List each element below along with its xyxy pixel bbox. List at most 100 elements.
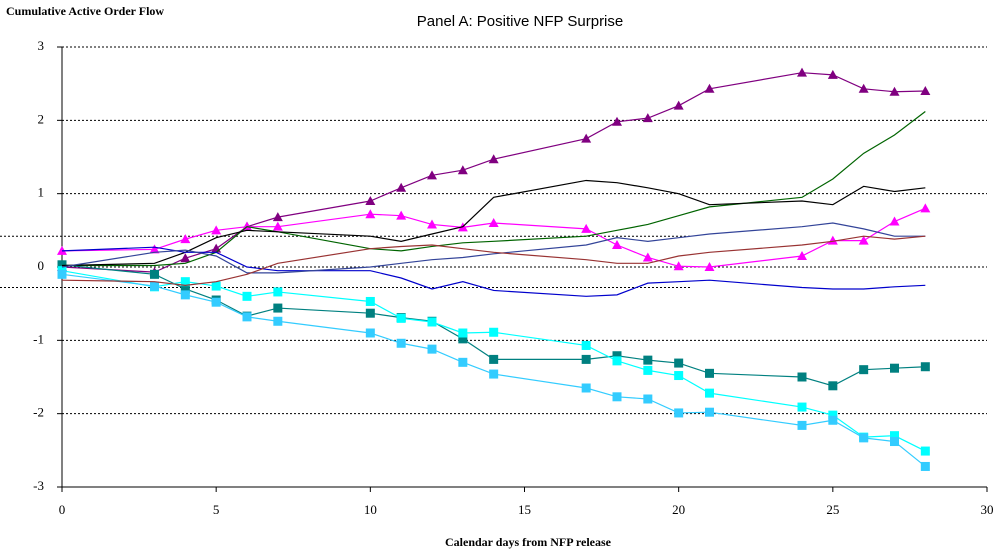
series-line — [61, 222, 926, 274]
square-marker — [273, 303, 283, 313]
triangle-marker — [457, 165, 468, 175]
square-marker — [180, 290, 190, 300]
square-marker — [180, 284, 190, 294]
y-tick-label: 3 — [38, 38, 45, 53]
triangle-marker — [612, 240, 622, 249]
square-marker — [458, 328, 468, 338]
square-marker — [458, 334, 468, 344]
triangle-marker — [858, 83, 869, 93]
square-marker — [489, 369, 499, 379]
triangle-marker — [642, 252, 653, 262]
triangle-marker — [858, 235, 869, 245]
triangle-marker — [365, 196, 376, 205]
triangle-marker — [211, 225, 222, 235]
x-tick-label: 0 — [59, 502, 66, 517]
square-marker — [828, 415, 838, 425]
series-line — [61, 207, 926, 268]
square-marker — [859, 433, 869, 443]
square-marker — [57, 260, 67, 270]
square-marker — [705, 368, 714, 378]
square-marker — [797, 420, 807, 430]
square-marker — [581, 340, 591, 350]
triangle-marker — [797, 67, 807, 77]
y-tick-label: 1 — [38, 185, 45, 200]
triangle-marker — [920, 203, 931, 213]
triangle-marker — [797, 251, 807, 260]
triangle-marker — [211, 243, 222, 253]
series-line — [61, 246, 926, 297]
square-marker — [150, 269, 159, 279]
square-marker — [674, 371, 684, 381]
triangle-marker — [427, 170, 437, 180]
chart-title: Panel A: Positive NFP Surprise — [417, 13, 623, 30]
triangle-marker — [889, 86, 900, 96]
triangle-marker — [642, 113, 653, 123]
square-marker — [365, 328, 375, 338]
x-tick-label: 30 — [981, 502, 994, 517]
square-marker — [890, 437, 899, 447]
triangle-marker — [889, 216, 900, 226]
square-marker — [489, 327, 499, 337]
square-marker — [242, 291, 252, 301]
triangle-marker — [920, 86, 931, 95]
triangle-marker — [180, 234, 191, 244]
square-marker — [396, 338, 406, 348]
square-marker — [427, 317, 437, 327]
triangle-marker — [673, 100, 684, 110]
triangle-marker — [704, 262, 715, 271]
y-tick-label: 2 — [38, 111, 45, 126]
square-marker — [211, 297, 221, 307]
y-tick-label: -3 — [33, 478, 44, 493]
square-marker — [705, 388, 714, 398]
square-marker — [57, 269, 67, 279]
triangle-marker — [827, 69, 838, 79]
triangle-marker — [827, 235, 838, 245]
square-marker — [705, 407, 714, 417]
y-tick-label: -1 — [33, 331, 44, 346]
y-tick-label: 0 — [38, 258, 45, 273]
triangle-marker — [396, 210, 407, 220]
triangle-marker — [396, 182, 407, 192]
square-marker — [365, 308, 375, 318]
triangle-marker — [488, 154, 499, 164]
square-marker — [581, 354, 591, 364]
triangle-marker — [427, 219, 437, 229]
square-marker — [612, 356, 622, 366]
square-marker — [396, 313, 406, 323]
triangle-marker — [704, 83, 715, 93]
square-marker — [612, 392, 622, 402]
x-tick-label: 15 — [518, 502, 531, 517]
triangle-marker — [673, 261, 684, 271]
square-marker — [643, 365, 653, 375]
y-tick-label: -2 — [33, 405, 44, 420]
square-marker — [365, 296, 375, 306]
series-line — [61, 235, 926, 286]
square-marker — [643, 394, 653, 404]
y-axis-label: Cumulative Active Order Flow — [6, 4, 164, 18]
triangle-marker — [581, 223, 592, 233]
square-marker — [920, 446, 930, 456]
square-marker — [890, 431, 899, 441]
square-marker — [674, 408, 684, 418]
triangle-marker — [180, 253, 191, 263]
square-marker — [828, 410, 838, 420]
square-marker — [273, 287, 283, 297]
triangle-marker — [272, 212, 283, 222]
square-marker — [612, 351, 622, 361]
triangle-marker — [149, 244, 160, 254]
square-marker — [797, 372, 807, 382]
x-tick-label: 10 — [364, 502, 377, 517]
triangle-marker — [612, 116, 622, 126]
square-marker — [242, 312, 252, 322]
square-marker — [273, 316, 283, 326]
series-line — [61, 72, 926, 273]
square-marker — [489, 354, 499, 364]
square-marker — [180, 277, 190, 287]
square-marker — [211, 281, 221, 291]
series-line — [62, 111, 926, 267]
square-marker — [458, 357, 468, 367]
x-tick-label: 5 — [213, 502, 220, 517]
square-marker — [150, 281, 159, 291]
square-marker — [828, 381, 838, 391]
